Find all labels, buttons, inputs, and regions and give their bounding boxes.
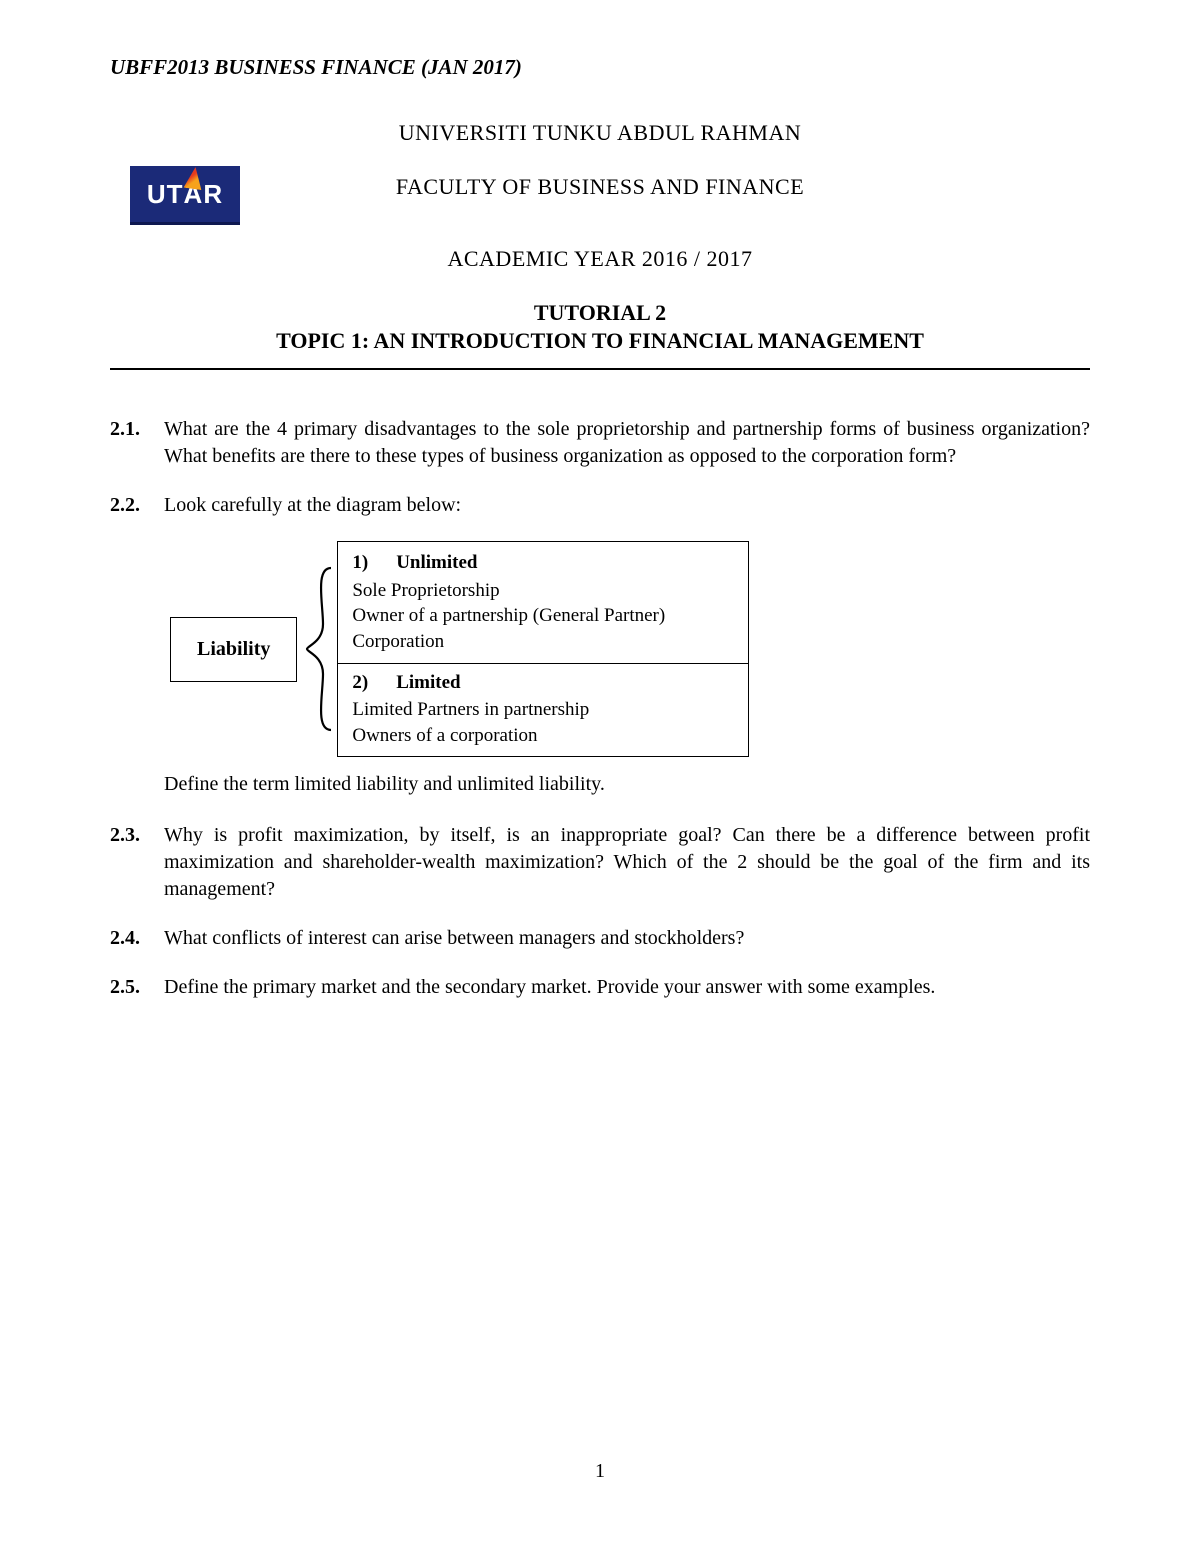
question-2-4: 2.4. What conflicts of interest can aris…: [110, 925, 1090, 952]
tutorial-number: TUTORIAL 2: [110, 300, 1090, 326]
divider: [110, 368, 1090, 370]
branch-item: Owners of a corporation: [352, 723, 734, 749]
question-2-5: 2.5. Define the primary market and the s…: [110, 974, 1090, 1001]
faculty-name: FACULTY OF BUSINESS AND FINANCE: [110, 174, 1090, 200]
diagram-root-node: Liability: [170, 617, 297, 682]
diagram-branches: 1) Unlimited Sole Proprietorship Owner o…: [337, 541, 749, 757]
branch-title: Unlimited: [396, 550, 477, 576]
academic-year: ACADEMIC YEAR 2016 / 2017: [110, 246, 1090, 272]
question-number: 2.4.: [110, 925, 164, 952]
question-2-2: 2.2. Look carefully at the diagram below…: [110, 492, 1090, 519]
diagram-branch-unlimited: 1) Unlimited Sole Proprietorship Owner o…: [338, 542, 748, 664]
page-number: 1: [0, 1460, 1200, 1483]
question-number: 2.5.: [110, 974, 164, 1001]
logo-text-right: R: [203, 179, 223, 210]
question-2-1: 2.1. What are the 4 primary disadvantage…: [110, 416, 1090, 470]
topic-title: TOPIC 1: AN INTRODUCTION TO FINANCIAL MA…: [110, 328, 1090, 354]
question-text: Why is profit maximization, by itself, i…: [164, 822, 1090, 903]
university-name: UNIVERSITI TUNKU ABDUL RAHMAN: [110, 120, 1090, 146]
question-number: 2.2.: [110, 492, 164, 519]
branch-item: Owner of a partnership (General Partner): [352, 603, 734, 629]
question-text: Define the primary market and the second…: [164, 974, 1090, 1001]
question-text: What conflicts of interest can arise bet…: [164, 925, 1090, 952]
branch-item: Limited Partners in partnership: [352, 697, 734, 723]
liability-diagram: Liability 1) Unlimited Sole Proprietorsh…: [170, 541, 1090, 757]
branch-title: Limited: [396, 670, 460, 696]
questions-section: 2.1. What are the 4 primary disadvantage…: [110, 416, 1090, 1001]
brace-icon: [301, 564, 337, 734]
logo-accent-a: A: [184, 179, 204, 210]
logo-text-left: UT: [147, 179, 184, 210]
question-number: 2.1.: [110, 416, 164, 470]
branch-item: Corporation: [352, 629, 734, 655]
question-number: 2.3.: [110, 822, 164, 903]
course-code-header: UBFF2013 BUSINESS FINANCE (JAN 2017): [110, 55, 1090, 80]
question-text: What are the 4 primary disadvantages to …: [164, 416, 1090, 470]
question-text: Look carefully at the diagram below:: [164, 492, 1090, 519]
diagram-branch-limited: 2) Limited Limited Partners in partnersh…: [338, 664, 748, 757]
utar-logo: UTAR: [130, 166, 240, 225]
question-2-3: 2.3. Why is profit maximization, by itse…: [110, 822, 1090, 903]
branch-item: Sole Proprietorship: [352, 578, 734, 604]
branch-number: 1): [352, 550, 368, 576]
branch-number: 2): [352, 670, 368, 696]
question-2-2-followup: Define the term limited liability and un…: [164, 771, 1090, 798]
document-page: UBFF2013 BUSINESS FINANCE (JAN 2017) UTA…: [0, 0, 1200, 1553]
